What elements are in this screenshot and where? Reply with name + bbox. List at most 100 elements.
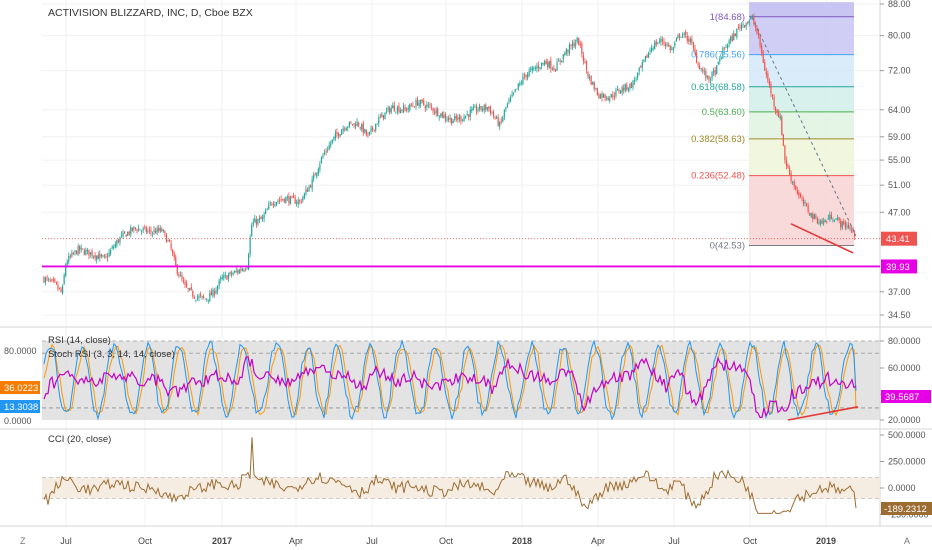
candle-body [616, 89, 619, 91]
candle-body [742, 23, 744, 25]
candle-body [463, 116, 465, 122]
timezone-z-button[interactable]: Z [20, 536, 26, 546]
candle-body [759, 34, 761, 47]
candle-body [810, 212, 812, 217]
candle-body [734, 34, 736, 37]
candle-body [641, 62, 643, 68]
candle-body [246, 268, 248, 270]
candle-body [241, 269, 243, 272]
candle-body [672, 47, 674, 50]
candle-body [640, 66, 642, 68]
candle-body [60, 288, 62, 292]
candle-body [243, 270, 245, 271]
candle-body [316, 172, 318, 177]
candle-body [854, 233, 856, 237]
candle-body [440, 113, 442, 117]
candle-body [788, 168, 791, 175]
candle-body [537, 65, 540, 69]
candle-body [314, 174, 316, 176]
candle-body [88, 249, 90, 256]
candle-body [798, 192, 800, 196]
candle-body [565, 49, 567, 55]
candle-body [545, 61, 547, 64]
candle-body [700, 68, 702, 70]
candle-body [306, 189, 309, 193]
price-tick-label: 59.00 [888, 132, 911, 142]
candle-body [66, 261, 68, 265]
candle-body [206, 298, 208, 300]
candle-body [74, 250, 76, 253]
candle-body [784, 145, 786, 161]
candle-body [663, 41, 665, 43]
candle-body [260, 216, 262, 220]
candle-body [443, 114, 445, 119]
rsi-divergence-line[interactable] [787, 406, 859, 421]
candle-body [528, 70, 530, 76]
candle-body [548, 61, 550, 68]
candle-body [189, 288, 191, 290]
candle-body [585, 61, 588, 70]
candle-body [336, 132, 338, 135]
candle-body [781, 116, 783, 135]
stoch-rsi-title: Stoch RSI (3, 3, 14, 14, close) [48, 349, 175, 360]
candle-body [496, 116, 498, 119]
fibonacci-retracement[interactable]: 1(84.68) 0.786(75.56) 0.618(68.58) 0.5(63.6… [691, 2, 854, 252]
candle-body [58, 287, 61, 289]
candle-body [837, 218, 839, 220]
candle-body [277, 200, 279, 202]
time-axis-label: Apr [289, 536, 303, 546]
candle-body [675, 38, 677, 42]
candle-body [137, 228, 140, 232]
candle-body [465, 115, 467, 119]
candle-body [296, 202, 298, 204]
candle-body [578, 38, 580, 46]
rsi-pane: RSI (14, close) Stoch RSI (3, 3, 14, 14, … [0, 335, 931, 426]
candle-body [818, 222, 820, 224]
candle-body [96, 255, 98, 260]
candle-body [719, 58, 721, 62]
candle-body [248, 254, 250, 270]
candle-body [850, 228, 853, 230]
candle-body [595, 88, 597, 90]
left-scale-top-label: 80.0000 [4, 346, 37, 356]
candle-body [141, 230, 143, 232]
candle-body [644, 55, 646, 61]
candle-body [173, 253, 175, 258]
candle-body [252, 221, 254, 225]
candle-body [258, 218, 261, 221]
candle-body [584, 61, 586, 63]
candle-body [554, 69, 557, 72]
candle-body [261, 216, 264, 220]
candle-body [458, 116, 460, 119]
rsi-band [42, 341, 880, 420]
candle-body [144, 227, 146, 229]
candle-body [387, 107, 389, 111]
candle-body [761, 45, 763, 53]
candle-body [127, 232, 129, 236]
candle-body [285, 197, 287, 204]
candle-body [255, 219, 257, 225]
candle-body [807, 205, 809, 212]
candle-body [114, 244, 116, 248]
candle-body [438, 116, 440, 118]
candle-body [404, 107, 406, 109]
candle-body [223, 275, 225, 279]
candle-body [568, 44, 571, 54]
candle-body [268, 204, 270, 209]
candle-body [720, 58, 722, 60]
stoch-k-value-label: 36.0223 [4, 383, 38, 394]
trend-dashed-line[interactable] [751, 17, 857, 236]
candle-body [461, 119, 464, 121]
candle-body [502, 117, 504, 122]
candle-body [75, 250, 78, 255]
candle-body [832, 220, 834, 221]
candle-body [571, 43, 574, 47]
candle-body [359, 127, 361, 129]
auto-scale-button[interactable]: A [904, 536, 910, 546]
time-axis-label: Jul [366, 536, 378, 546]
fib-level-label: 0.618(68.58) [691, 82, 745, 93]
candle-body [806, 203, 808, 206]
candle-body [792, 181, 794, 183]
candle-body [280, 199, 282, 201]
